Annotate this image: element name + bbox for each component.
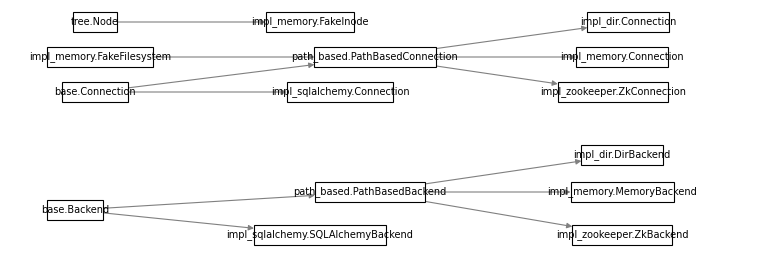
FancyBboxPatch shape <box>571 183 674 202</box>
FancyBboxPatch shape <box>47 200 103 220</box>
FancyBboxPatch shape <box>315 183 425 202</box>
FancyBboxPatch shape <box>73 12 118 32</box>
Text: impl_sqlalchemy.SQLAlchemyBackend: impl_sqlalchemy.SQLAlchemyBackend <box>227 230 413 241</box>
FancyBboxPatch shape <box>254 225 386 245</box>
Text: impl_memory.FakeFilesystem: impl_memory.FakeFilesystem <box>29 52 171 62</box>
Text: impl_dir.Connection: impl_dir.Connection <box>580 16 676 28</box>
FancyBboxPatch shape <box>266 12 354 32</box>
FancyBboxPatch shape <box>314 48 435 67</box>
Text: path_based.PathBasedConnection: path_based.PathBasedConnection <box>292 52 458 62</box>
FancyBboxPatch shape <box>47 48 154 67</box>
Text: impl_memory.Connection: impl_memory.Connection <box>560 52 684 62</box>
FancyBboxPatch shape <box>286 82 393 102</box>
FancyBboxPatch shape <box>558 82 668 102</box>
Text: base.Backend: base.Backend <box>41 205 109 215</box>
Text: impl_dir.DirBackend: impl_dir.DirBackend <box>574 150 670 160</box>
Text: impl_memory.FakeInode: impl_memory.FakeInode <box>251 16 369 28</box>
FancyBboxPatch shape <box>61 82 128 102</box>
FancyBboxPatch shape <box>576 48 668 67</box>
Text: base.Connection: base.Connection <box>55 87 136 97</box>
Text: impl_zookeeper.ZkBackend: impl_zookeeper.ZkBackend <box>556 230 688 241</box>
FancyBboxPatch shape <box>588 12 669 32</box>
Text: impl_sqlalchemy.Connection: impl_sqlalchemy.Connection <box>270 87 409 97</box>
FancyBboxPatch shape <box>572 225 672 245</box>
FancyBboxPatch shape <box>581 146 663 165</box>
Text: impl_zookeeper.ZkConnection: impl_zookeeper.ZkConnection <box>540 87 686 97</box>
Text: tree.Node: tree.Node <box>71 17 119 27</box>
Text: path_based.PathBasedBackend: path_based.PathBasedBackend <box>293 187 447 197</box>
Text: impl_memory.MemoryBackend: impl_memory.MemoryBackend <box>547 187 697 197</box>
